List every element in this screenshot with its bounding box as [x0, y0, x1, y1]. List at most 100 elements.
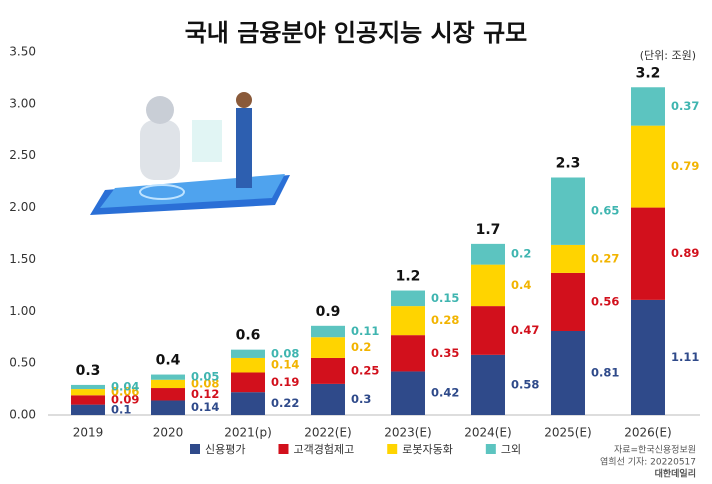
value-label: 0.4 — [511, 278, 531, 292]
chart-title: 국내 금융분야 인공지능 시장 규모 — [185, 19, 528, 47]
legend-label: 그외 — [501, 443, 521, 456]
bar-segment — [231, 372, 265, 393]
bar-segment — [551, 330, 585, 415]
x-tick-label: 2024(E) — [464, 426, 511, 440]
y-tick-label: 0.00 — [9, 408, 36, 422]
ring — [139, 184, 185, 200]
legend-swatch — [485, 444, 496, 454]
total-label: 0.6 — [236, 328, 261, 344]
bar-segment — [471, 354, 505, 415]
legend-swatch — [278, 444, 289, 454]
bar-segment — [551, 272, 585, 331]
total-label: 3.2 — [636, 65, 661, 81]
value-label: 0.47 — [511, 323, 539, 337]
bar-segment — [71, 389, 105, 396]
y-tick-label: 1.00 — [9, 304, 36, 318]
bar-segment — [391, 306, 425, 336]
y-tick-label: 2.50 — [9, 148, 36, 162]
bar-segment — [231, 392, 265, 415]
y-tick-label: 0.50 — [9, 356, 36, 370]
bar-segment — [151, 374, 185, 380]
total-label: 0.3 — [76, 363, 101, 379]
value-label: 0.3 — [351, 392, 371, 406]
y-tick-label: 2.00 — [9, 200, 36, 214]
person-head — [236, 92, 252, 108]
bar-segment — [471, 264, 505, 307]
value-label: 0.81 — [591, 365, 619, 379]
bar-segment — [471, 306, 505, 355]
source: 자료=한국신용정보원 — [614, 445, 696, 456]
robot — [140, 120, 180, 180]
value-label: 0.08 — [271, 346, 299, 360]
bar-segment — [631, 207, 665, 300]
bar-segment — [151, 379, 185, 389]
y-tick-label: 3.50 — [9, 45, 36, 59]
x-tick-label: 2026(E) — [624, 426, 671, 440]
bar-segment — [551, 244, 585, 273]
bar-segment — [311, 357, 345, 384]
bar-segment — [391, 290, 425, 307]
x-tick-label: 2020 — [153, 426, 184, 440]
bar-segment — [631, 125, 665, 208]
value-label: 0.04 — [111, 379, 139, 393]
screen — [192, 120, 222, 162]
total-label: 0.9 — [316, 304, 341, 320]
value-label: 0.11 — [351, 324, 379, 338]
value-label: 0.08 — [191, 376, 219, 390]
bar-segment — [311, 383, 345, 415]
bar-segment — [231, 349, 265, 358]
bar-segment — [311, 337, 345, 358]
value-label: 0.2 — [511, 247, 531, 261]
bar-segment — [71, 395, 105, 405]
bar-segment — [551, 177, 585, 245]
legend-label: 고객경험제고 — [293, 443, 354, 456]
value-label: 0.14 — [191, 400, 219, 414]
x-tick-label: 2023(E) — [384, 426, 431, 440]
unit-label: (단위: 조원) — [640, 49, 696, 62]
value-label: 0.22 — [271, 396, 299, 410]
bar-segment — [231, 357, 265, 373]
legend-swatch — [190, 444, 200, 454]
x-tick-label: 2022(E) — [304, 426, 351, 440]
bar-segment — [391, 371, 425, 415]
total-label: 2.3 — [556, 155, 581, 171]
value-label: 0.14 — [271, 358, 299, 372]
total-label: 0.4 — [156, 353, 181, 369]
value-label: 0.25 — [351, 363, 379, 377]
value-label: 0.28 — [431, 313, 459, 327]
value-label: 0.56 — [591, 294, 619, 308]
value-label: 0.2 — [351, 340, 371, 354]
bar-segment — [311, 325, 345, 338]
value-label: 0.79 — [671, 159, 699, 173]
value-label: 1.11 — [671, 350, 699, 364]
bar-segment — [391, 335, 425, 372]
source: 대한데일리 — [655, 468, 696, 480]
bar-segment — [71, 384, 105, 390]
legend-swatch — [387, 444, 398, 454]
value-label: 0.1 — [111, 402, 131, 416]
bar-segment — [71, 404, 105, 415]
x-tick-label: 2021(p) — [224, 426, 272, 440]
value-label: 0.89 — [671, 246, 699, 260]
total-label: 1.7 — [476, 222, 501, 238]
x-tick-label: 2025(E) — [544, 426, 591, 440]
legend-label: 신용평가 — [205, 443, 245, 456]
illustration — [90, 92, 290, 215]
value-label: 0.06 — [111, 385, 139, 399]
source: 염희선 기자: 20220517 — [600, 456, 696, 468]
person — [236, 108, 252, 188]
bar-segment — [631, 87, 665, 126]
bar-segment — [151, 388, 185, 401]
value-label: 0.58 — [511, 377, 539, 391]
value-label: 0.05 — [191, 370, 219, 384]
bar-segment — [471, 243, 505, 265]
value-label: 0.65 — [591, 204, 619, 218]
value-label: 0.09 — [111, 392, 139, 406]
y-tick-label: 1.50 — [9, 252, 36, 266]
robot-head — [146, 96, 174, 124]
legend-label: 로봇자동화 — [402, 443, 453, 456]
value-label: 0.37 — [671, 99, 699, 113]
value-label: 0.27 — [591, 251, 619, 265]
